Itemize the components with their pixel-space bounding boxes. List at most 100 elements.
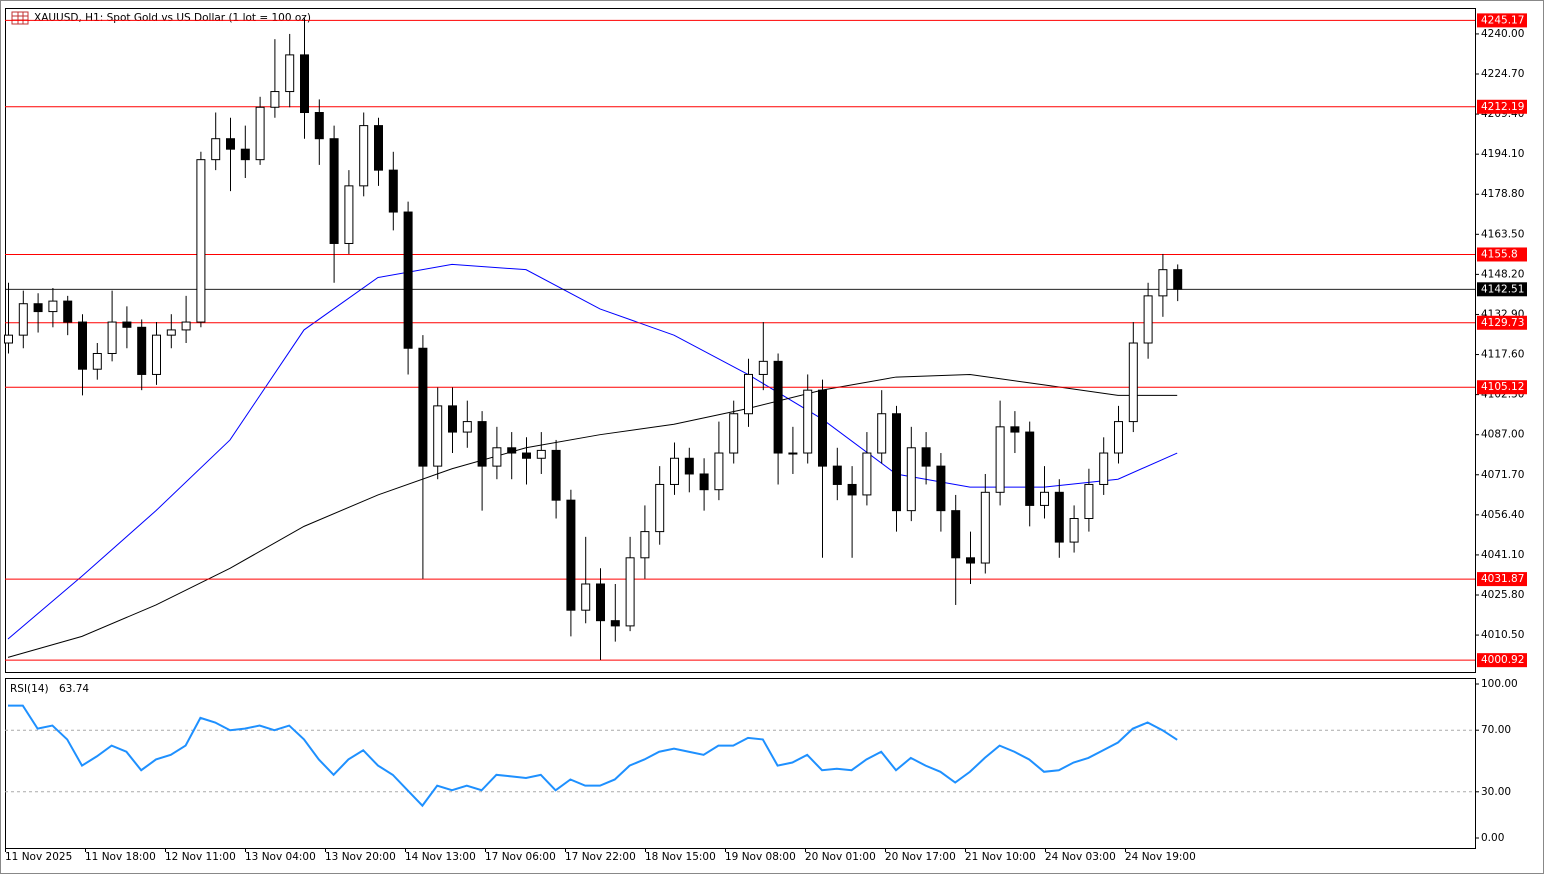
candle-body (122, 321, 132, 328)
candle-body (1069, 518, 1079, 543)
candle-body (48, 300, 58, 313)
x-tick-label: 18 Nov 15:00 (645, 851, 716, 863)
y-tick-label: 4148.20 (1481, 268, 1524, 280)
candle-body (980, 491, 990, 564)
y-tick-label: 4041.10 (1481, 549, 1524, 561)
level-label: 4129.73 (1481, 317, 1524, 329)
candle-body (374, 125, 383, 171)
candle-body (1010, 426, 1020, 433)
current-price-label: 4142.51 (1481, 283, 1524, 295)
candle-body (966, 557, 975, 564)
level-label: 4031.87 (1481, 573, 1524, 585)
level-tag (1477, 653, 1527, 668)
candle-body (566, 499, 576, 611)
candle-body (1025, 431, 1035, 506)
candle-body (1084, 483, 1094, 520)
x-tick-label: 13 Nov 04:00 (245, 851, 316, 863)
candle-body (1099, 452, 1109, 485)
candle-body (285, 54, 295, 93)
candle-body (995, 426, 1005, 493)
candle-body (536, 449, 546, 459)
rsi-panel (5, 678, 1476, 849)
candle-body (107, 321, 117, 354)
rsi-y-tick-label: 100.00 (1481, 678, 1518, 690)
rsi-y-tick-label: 0.00 (1481, 832, 1504, 844)
candle-body (418, 347, 428, 467)
candle-body (610, 620, 620, 627)
y-tick-label: 4163.50 (1481, 228, 1524, 240)
candle-body (729, 413, 739, 454)
candle-body (18, 303, 28, 336)
candle-body (522, 452, 531, 459)
x-tick-label: 13 Nov 20:00 (325, 851, 396, 863)
y-tick-label: 4071.70 (1481, 469, 1524, 481)
candle-body (462, 421, 472, 433)
x-tick-label: 20 Nov 17:00 (885, 851, 956, 863)
level-label: 4212.19 (1481, 101, 1524, 113)
candle-body (684, 457, 694, 475)
rsi-value: 63.74 (59, 683, 89, 695)
candle-body (477, 421, 487, 467)
level-tag (1477, 380, 1527, 395)
symbol-icon (11, 11, 29, 25)
candle-body (92, 352, 102, 370)
candle-body (314, 112, 324, 140)
candle-body (862, 452, 872, 496)
candle-body (906, 447, 916, 512)
candle-body (166, 329, 176, 336)
candle-body (1173, 269, 1183, 290)
candle-body (1128, 342, 1138, 423)
candle-body (951, 510, 961, 559)
x-tick-label: 24 Nov 19:00 (1125, 851, 1196, 863)
candle-body (359, 125, 369, 187)
candle-body (936, 465, 946, 512)
candle-body (211, 138, 221, 161)
y-tick-label: 4240.00 (1481, 28, 1524, 40)
candle-body (921, 447, 931, 467)
candle-body (344, 185, 354, 244)
candle-body (640, 531, 650, 559)
candle-body (832, 465, 842, 485)
candle-body (758, 360, 768, 375)
candle-body (1114, 421, 1123, 454)
level-label: 4105.12 (1481, 381, 1524, 393)
candle-body (788, 452, 798, 455)
candle-body (329, 138, 339, 244)
candle-body (4, 334, 13, 344)
y-tick-label: 4117.60 (1481, 349, 1524, 361)
candle-body (448, 405, 457, 433)
candle-body (1158, 269, 1168, 297)
level-tag (1477, 572, 1527, 587)
rsi-y-tick-label: 70.00 (1481, 724, 1511, 736)
x-tick-label: 11 Nov 18:00 (85, 851, 156, 863)
x-tick-label: 19 Nov 08:00 (725, 851, 796, 863)
candle-body (63, 300, 73, 323)
rsi-line (8, 704, 1178, 808)
candle-body (892, 413, 901, 512)
rsi-y-tick-label: 30.00 (1481, 786, 1511, 798)
candle-body (255, 106, 265, 161)
moving-average (7, 373, 1178, 658)
candle-body (1143, 295, 1153, 344)
candle-body (181, 321, 191, 331)
level-label: 4245.17 (1481, 14, 1524, 26)
candle-body (551, 449, 561, 501)
candle-body (240, 148, 250, 161)
candle-body (403, 211, 413, 349)
candle-body (388, 169, 398, 213)
candle-body (847, 483, 857, 496)
candle-body (699, 473, 709, 491)
current-price-tag (1477, 282, 1527, 297)
y-tick-label: 4178.80 (1481, 188, 1524, 200)
x-tick-label: 14 Nov 13:00 (405, 851, 476, 863)
candle-body (507, 447, 517, 454)
candle-body (773, 360, 783, 454)
level-label: 4155.8 (1481, 248, 1518, 260)
candle-body (714, 452, 724, 491)
rsi-name: RSI(14) (10, 683, 49, 695)
level-tag (1477, 315, 1527, 330)
level-label: 4000.92 (1481, 654, 1524, 666)
candle-body (818, 389, 827, 467)
candle-body (655, 483, 665, 533)
